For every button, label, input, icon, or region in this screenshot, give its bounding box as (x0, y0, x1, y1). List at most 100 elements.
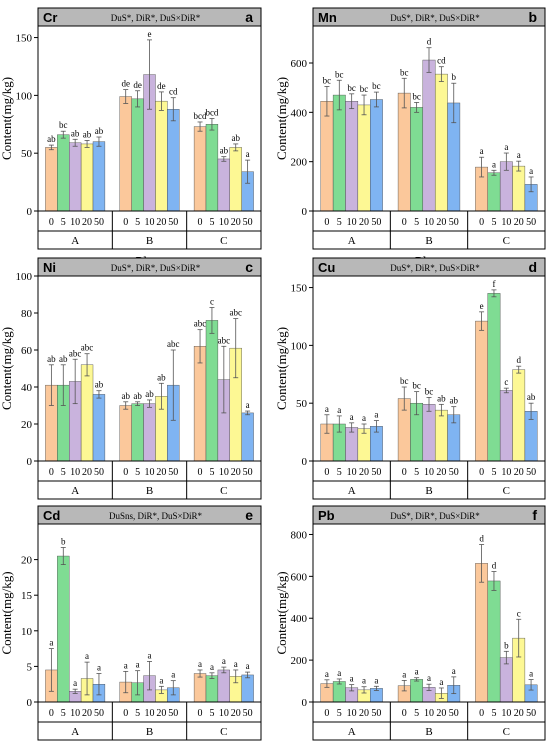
depth-tick-label: 10 (424, 217, 434, 228)
depth-tick-label: 50 (449, 217, 459, 228)
chart-panel-b: Mn DuS*, DiR*, DuS×DiR* b0200400600Content… (274, 7, 546, 270)
significance-letter: abc (167, 339, 180, 349)
depth-tick-label: 50 (526, 708, 536, 719)
significance-letter: bc (425, 386, 434, 396)
element-label: Ni (43, 260, 56, 275)
category-row (37, 480, 262, 500)
significance-letter: abc (81, 343, 94, 353)
category-row (37, 721, 262, 741)
significance-letter: ab (220, 146, 229, 156)
significance-letter: c (210, 296, 214, 306)
depth-tick-label: 0 (123, 708, 128, 719)
depth-tick-label: 10 (145, 217, 155, 228)
depth-tick-label: 50 (449, 467, 459, 478)
bar (119, 96, 132, 212)
panel-letter: b (528, 9, 537, 25)
depth-tick-label: 5 (491, 217, 496, 228)
significance-letter: a (374, 410, 378, 420)
depth-tick-label: 50 (243, 217, 253, 228)
depth-tick-label: 5 (135, 708, 140, 719)
bar (193, 126, 207, 212)
plot-category-label: C (503, 726, 510, 738)
significance-letter: ab (59, 354, 68, 364)
depth-tick-label: 0 (479, 708, 484, 719)
bar (57, 134, 70, 212)
significance-letter: ab (95, 126, 104, 136)
depth-tick-label: 5 (491, 467, 496, 478)
significance-letter: bc (347, 83, 356, 93)
depth-tick-label: 10 (145, 467, 155, 478)
significance-letter: a (325, 404, 329, 414)
depth-tick-label: 20 (436, 708, 446, 719)
bar (434, 409, 448, 462)
y-tick-label: 15 (21, 590, 33, 602)
bar (320, 101, 334, 212)
significance-letter: bc (360, 84, 369, 94)
depth-tick-label: 0 (123, 217, 128, 228)
depth-tick-label: 0 (324, 217, 329, 228)
depth-tick-label: 0 (402, 217, 407, 228)
significance-letter: ab (157, 372, 166, 382)
significance-letter: de (157, 81, 166, 91)
significance-letter: a (234, 659, 238, 669)
y-tick-label: 20 (21, 555, 33, 567)
significance-letter: bc (400, 376, 409, 386)
significance-letter: ab (95, 380, 104, 390)
depth-tick-label: 5 (61, 467, 66, 478)
plot-category-label: A (348, 726, 356, 738)
bar (241, 412, 254, 462)
depth-tick-label: 50 (371, 217, 381, 228)
significance-letter: a (325, 669, 329, 679)
bar (345, 427, 359, 462)
depth-tick-label: 0 (198, 217, 203, 228)
depth-tick-label: 0 (123, 467, 128, 478)
y-tick-label: 400 (291, 613, 308, 625)
depth-tick-label: 10 (424, 467, 434, 478)
depth-tick-label: 5 (209, 217, 214, 228)
significance-letter: a (350, 674, 354, 684)
y-tick-label: 200 (291, 157, 308, 169)
depth-tick-label: 20 (436, 467, 446, 478)
element-label: Cr (43, 10, 57, 25)
significance-letter: ab (145, 389, 154, 399)
panel-letter: c (245, 259, 253, 275)
y-tick-label: 200 (291, 655, 308, 667)
significance-letter: abc (229, 308, 242, 318)
element-label: Cd (43, 508, 60, 523)
y-tick-label: 800 (291, 529, 308, 541)
bar (475, 320, 488, 462)
depth-tick-label: 50 (94, 467, 104, 478)
depth-tick-label: 5 (337, 708, 342, 719)
depth-tick-label: 50 (94, 217, 104, 228)
depth-tick-label: 20 (82, 217, 92, 228)
depth-tick-label: 10 (70, 467, 80, 478)
plot-category-label: B (146, 485, 153, 497)
y-tick-label: 600 (291, 58, 308, 70)
significance-letter: bc (323, 75, 332, 85)
category-row (312, 230, 546, 250)
bar (434, 73, 448, 212)
bar (92, 141, 106, 212)
bar (397, 92, 411, 212)
bar (57, 555, 70, 703)
significance-letter: ab (71, 128, 80, 138)
significance-letter: c (504, 377, 508, 387)
y-tick-label: 400 (291, 107, 308, 119)
depth-tick-label: 50 (371, 708, 381, 719)
significance-letter: ab (83, 129, 92, 139)
y-tick-label: 0 (27, 206, 33, 218)
bar (422, 59, 436, 212)
significance-letter: bcd (205, 108, 218, 118)
depth-tick-label: 50 (168, 708, 178, 719)
significance-letter: ab (133, 391, 142, 401)
significance-letter: bc (412, 91, 421, 101)
depth-tick-label: 50 (243, 467, 253, 478)
depth-tick-label: 50 (243, 708, 253, 719)
depth-tick-label: 20 (514, 467, 524, 478)
y-tick-label: 0 (27, 697, 33, 709)
y-tick-label: 10 (21, 626, 33, 638)
panel-letter: f (532, 507, 537, 523)
bar (69, 142, 82, 212)
significance-letter: bc (372, 81, 381, 91)
